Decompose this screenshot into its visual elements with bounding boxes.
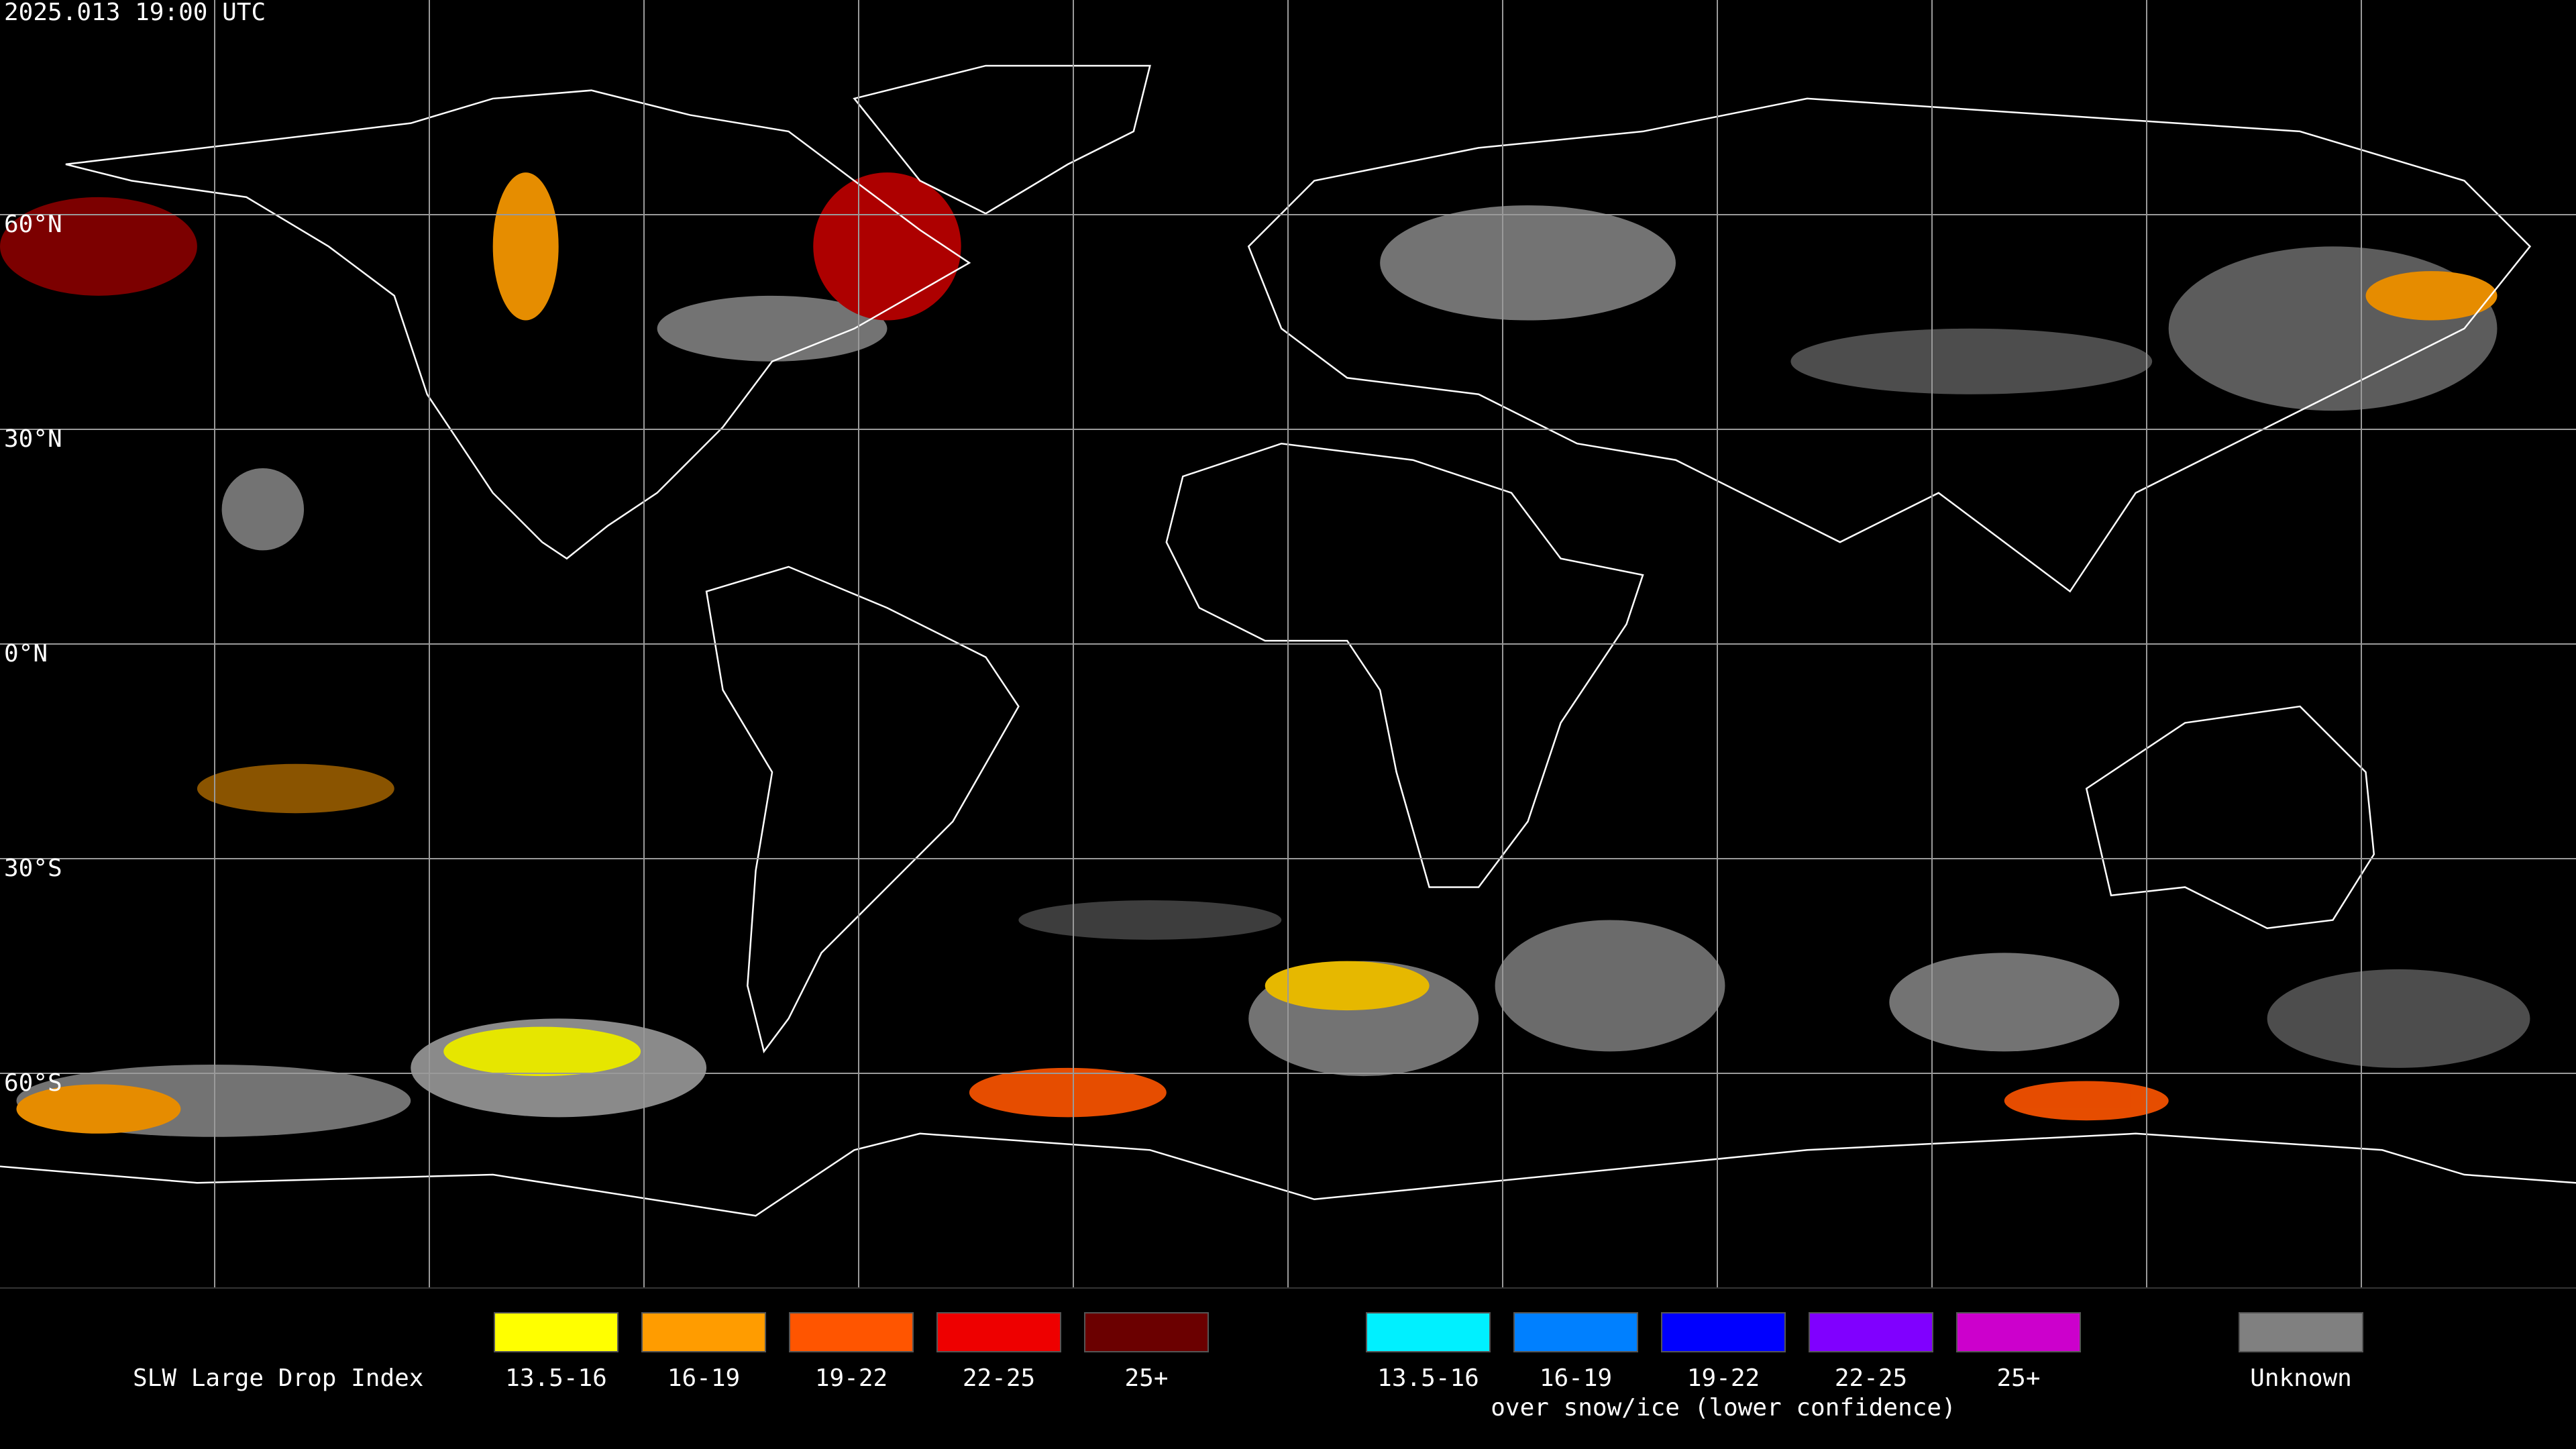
legend-label: 16-19 bbox=[667, 1364, 740, 1392]
cloud bbox=[0, 197, 197, 296]
latitude-label: 60°S bbox=[4, 1069, 62, 1097]
legend-label: 25+ bbox=[1124, 1364, 1168, 1392]
cloud bbox=[1790, 328, 2153, 394]
cloud bbox=[1495, 920, 1725, 1052]
legend-swatch bbox=[494, 1312, 619, 1352]
cloud bbox=[1018, 900, 1282, 940]
legend-label: 22-25 bbox=[1835, 1364, 1907, 1392]
legend-label: 19-22 bbox=[1687, 1364, 1760, 1392]
legend-label: 16-19 bbox=[1540, 1364, 1612, 1392]
coastline bbox=[1248, 99, 2530, 592]
legend-swatch bbox=[936, 1312, 1061, 1352]
cloud bbox=[1265, 961, 1430, 1011]
legend-title: SLW Large Drop Index bbox=[133, 1364, 423, 1392]
coastline bbox=[0, 1134, 2576, 1216]
cloud bbox=[492, 172, 559, 321]
legend-label: 13.5-16 bbox=[1377, 1364, 1479, 1392]
cloud bbox=[443, 1026, 641, 1077]
legend-swatch bbox=[1366, 1312, 1491, 1352]
latitude-label: 30°S bbox=[4, 855, 62, 882]
legend-swatch bbox=[641, 1312, 766, 1352]
legend-label: Unknown bbox=[2250, 1364, 2352, 1392]
legend-label: 22-25 bbox=[963, 1364, 1035, 1392]
cloud bbox=[221, 468, 305, 551]
legend-label: 25+ bbox=[1996, 1364, 2040, 1392]
legend-label: 13.5-16 bbox=[505, 1364, 607, 1392]
cloud bbox=[2004, 1081, 2169, 1121]
cloud bbox=[1889, 953, 2120, 1052]
legend-swatch bbox=[789, 1312, 914, 1352]
legend-swatch bbox=[1513, 1312, 1638, 1352]
coastline bbox=[854, 66, 1150, 213]
cloud-field bbox=[0, 172, 2530, 1137]
latitude-label: 60°N bbox=[4, 211, 62, 238]
legend-caption: over snow/ice (lower confidence) bbox=[1491, 1394, 1956, 1421]
legend-swatch bbox=[1956, 1312, 2081, 1352]
timestamp: 2025.013 19:00 UTC bbox=[4, 0, 266, 26]
coastlines bbox=[0, 66, 2576, 1216]
cloud bbox=[16, 1084, 181, 1134]
legend-swatch bbox=[1661, 1312, 1786, 1352]
cloud bbox=[1380, 205, 1676, 321]
legend-label: 19-22 bbox=[815, 1364, 888, 1392]
coastline bbox=[66, 91, 969, 559]
legend: 13.5-16 16-19 19-22 22-25 25+ 13.5-16 16-19 19-… bbox=[494, 1312, 2363, 1421]
cloud bbox=[657, 295, 888, 362]
coastline bbox=[2086, 706, 2374, 928]
coastline bbox=[706, 567, 1018, 1051]
graticule: 60°N 30°N 0°N 30°S 60°S bbox=[0, 0, 2576, 1288]
cloud bbox=[2365, 271, 2498, 321]
cloud bbox=[2267, 969, 2530, 1068]
cloud bbox=[813, 172, 961, 321]
latitude-label: 0°N bbox=[4, 640, 48, 667]
legend-swatch bbox=[1809, 1312, 1933, 1352]
cloud bbox=[2168, 246, 2498, 411]
legend-swatch bbox=[2239, 1312, 2363, 1352]
cloud bbox=[969, 1067, 1167, 1118]
cloud bbox=[197, 763, 394, 814]
legend-swatch bbox=[1084, 1312, 1209, 1352]
latitude-label: 30°N bbox=[4, 425, 62, 453]
